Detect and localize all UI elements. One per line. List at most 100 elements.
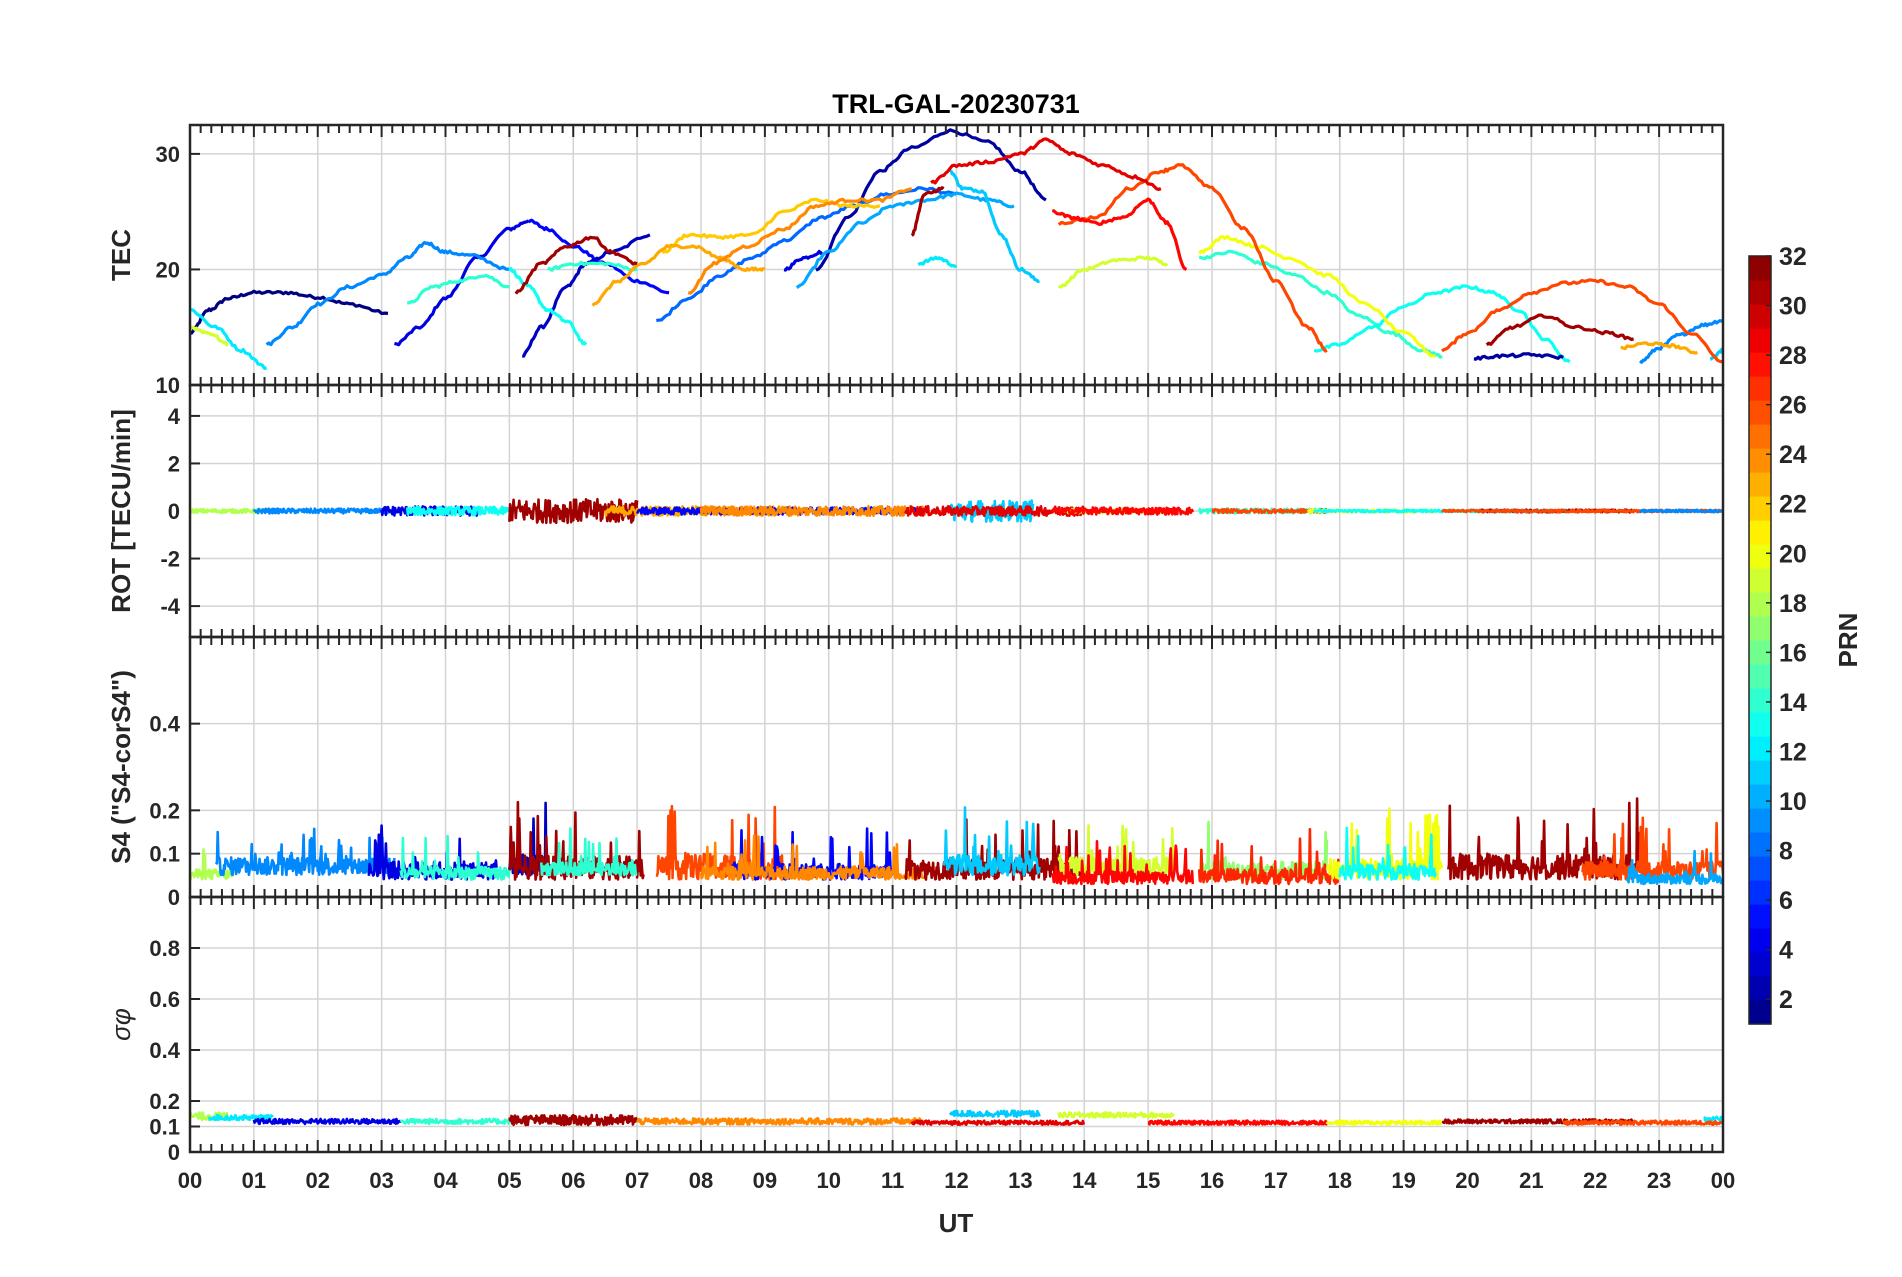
x-tick-label: 07 <box>625 1168 649 1193</box>
series-line-prn-11 <box>942 806 1041 877</box>
colorbar-swatch <box>1749 472 1771 497</box>
series-line-prn-31 <box>1485 313 1635 347</box>
colorbar-swatch <box>1749 400 1771 425</box>
series-line-prn-3 <box>521 233 651 358</box>
x-tick-label: 19 <box>1391 1168 1415 1193</box>
colorbar-tick-label: 32 <box>1779 243 1807 271</box>
y-tick-label: 2 <box>168 451 180 476</box>
colorbar-swatch <box>1749 1000 1771 1025</box>
y-tick-label: 0.1 <box>149 1115 180 1140</box>
colorbar-swatch <box>1749 736 1771 761</box>
series-line-prn-28 <box>1051 506 1195 516</box>
colorbar-tick-label: 12 <box>1779 738 1807 766</box>
series-line-prn-28 <box>1147 1119 1329 1126</box>
panel-rot: -4 -2 0 2 4 ROT [TECU/min] <box>106 383 1725 639</box>
panel-series-group <box>190 128 1723 370</box>
series-line-prn-10 <box>795 191 1015 289</box>
y-tick-label: 0 <box>168 499 180 524</box>
series-line-prn-11 <box>1709 347 1723 361</box>
colorbar-swatch <box>1749 808 1771 833</box>
x-tick-label: 14 <box>1072 1168 1097 1193</box>
y-tick-label: 20 <box>156 257 180 282</box>
colorbar-swatch <box>1749 568 1771 593</box>
y-tick-label: -4 <box>160 594 180 619</box>
y-tick-label: -2 <box>160 547 180 572</box>
series-line-prn-28 <box>1051 840 1195 886</box>
colorbar-swatch <box>1749 856 1771 881</box>
series-line-prn-27 <box>1197 827 1341 886</box>
x-tick-label: 23 <box>1647 1168 1671 1193</box>
y-tick-label: 0 <box>168 885 180 910</box>
series-line-prn-23 <box>591 243 766 307</box>
series-line-prn-23 <box>1620 341 1698 355</box>
panel-series-group <box>190 497 1723 525</box>
series-line-prn-14 <box>399 834 511 881</box>
x-tick-label: 00 <box>178 1168 202 1193</box>
colorbar-swatch <box>1749 904 1771 929</box>
x-tick-label: 10 <box>817 1168 841 1193</box>
series-line-prn-14 <box>547 260 638 272</box>
series-line-prn-9 <box>214 827 396 877</box>
y-tick-label: 0 <box>168 1140 180 1165</box>
colorbar-swatch <box>1749 496 1771 521</box>
series-line-prn-1 <box>190 289 389 335</box>
series-line-prn-26 <box>1581 816 1723 881</box>
colorbar-tick-label: 20 <box>1779 540 1807 568</box>
colorbar-swatch <box>1749 544 1771 569</box>
colorbar-swatch <box>1749 640 1771 665</box>
y-tick-label: 4 <box>168 404 181 429</box>
colorbar-swatch <box>1749 976 1771 1001</box>
colorbar-label: PRN <box>1833 613 1863 668</box>
x-tick-label: 08 <box>689 1168 713 1193</box>
x-tick-label: 03 <box>369 1168 393 1193</box>
x-tick-label: 16 <box>1200 1168 1224 1193</box>
series-line-prn-18 <box>190 848 236 881</box>
y-tick-label: 0.1 <box>149 842 180 867</box>
colorbar-tick-label: 28 <box>1779 342 1807 370</box>
series-line-prn-4 <box>783 249 824 272</box>
series-line-prn-29 <box>910 1119 1086 1126</box>
colorbar-swatch <box>1749 376 1771 401</box>
x-tick-label: 13 <box>1008 1168 1032 1193</box>
colorbar-tick-label: 22 <box>1779 491 1807 519</box>
y-tick-label: 0.2 <box>149 1089 180 1114</box>
series-line-prn-12 <box>1703 1115 1723 1122</box>
series-line-prn-12 <box>190 308 268 370</box>
x-tick-label: 09 <box>753 1168 777 1193</box>
colorbar-tick-label: 18 <box>1779 590 1807 618</box>
colorbar-swatch <box>1749 592 1771 617</box>
x-tick-label: 18 <box>1328 1168 1352 1193</box>
series-line-prn-18 <box>190 507 268 515</box>
series-line-prn-12 <box>917 255 957 268</box>
colorbar-swatch <box>1749 952 1771 977</box>
y-tick-label: 0.4 <box>149 1038 180 1063</box>
colorbar-swatch <box>1749 280 1771 305</box>
series-line-prn-2 <box>1473 352 1564 361</box>
colorbar-swatch <box>1749 256 1771 281</box>
colorbar-swatch <box>1749 688 1771 713</box>
colorbar-swatch <box>1749 880 1771 905</box>
series-line-prn-4 <box>252 1117 402 1126</box>
y-tick-label: 0.4 <box>149 712 180 737</box>
y-axis-label-tec: TEC <box>106 229 136 281</box>
panel-s4: 0 0.1 0.2 0.4 S4 ("S4-corS4") <box>106 635 1725 910</box>
series-line-prn-2 <box>815 128 1047 272</box>
series-line-prn-31 <box>514 235 638 295</box>
colorbar-tick-label: 16 <box>1779 639 1807 667</box>
series-line-prn-14 <box>540 827 638 877</box>
colorbar-tick-label: 14 <box>1779 689 1807 717</box>
x-tick-label: 22 <box>1583 1168 1607 1193</box>
x-tick-label: 06 <box>561 1168 585 1193</box>
colorbar-tick-label: 2 <box>1779 986 1793 1014</box>
series-line-prn-5 <box>527 218 670 295</box>
colorbar-swatch <box>1749 352 1771 377</box>
colorbar-tick-label: 10 <box>1779 788 1807 816</box>
chart-title: TRL-GAL-20230731 <box>832 89 1080 119</box>
y-tick-label: 10 <box>156 373 180 398</box>
series-line-prn-26 <box>1057 163 1328 353</box>
x-tick-label: 02 <box>306 1168 330 1193</box>
x-tick-label: 11 <box>881 1168 904 1193</box>
